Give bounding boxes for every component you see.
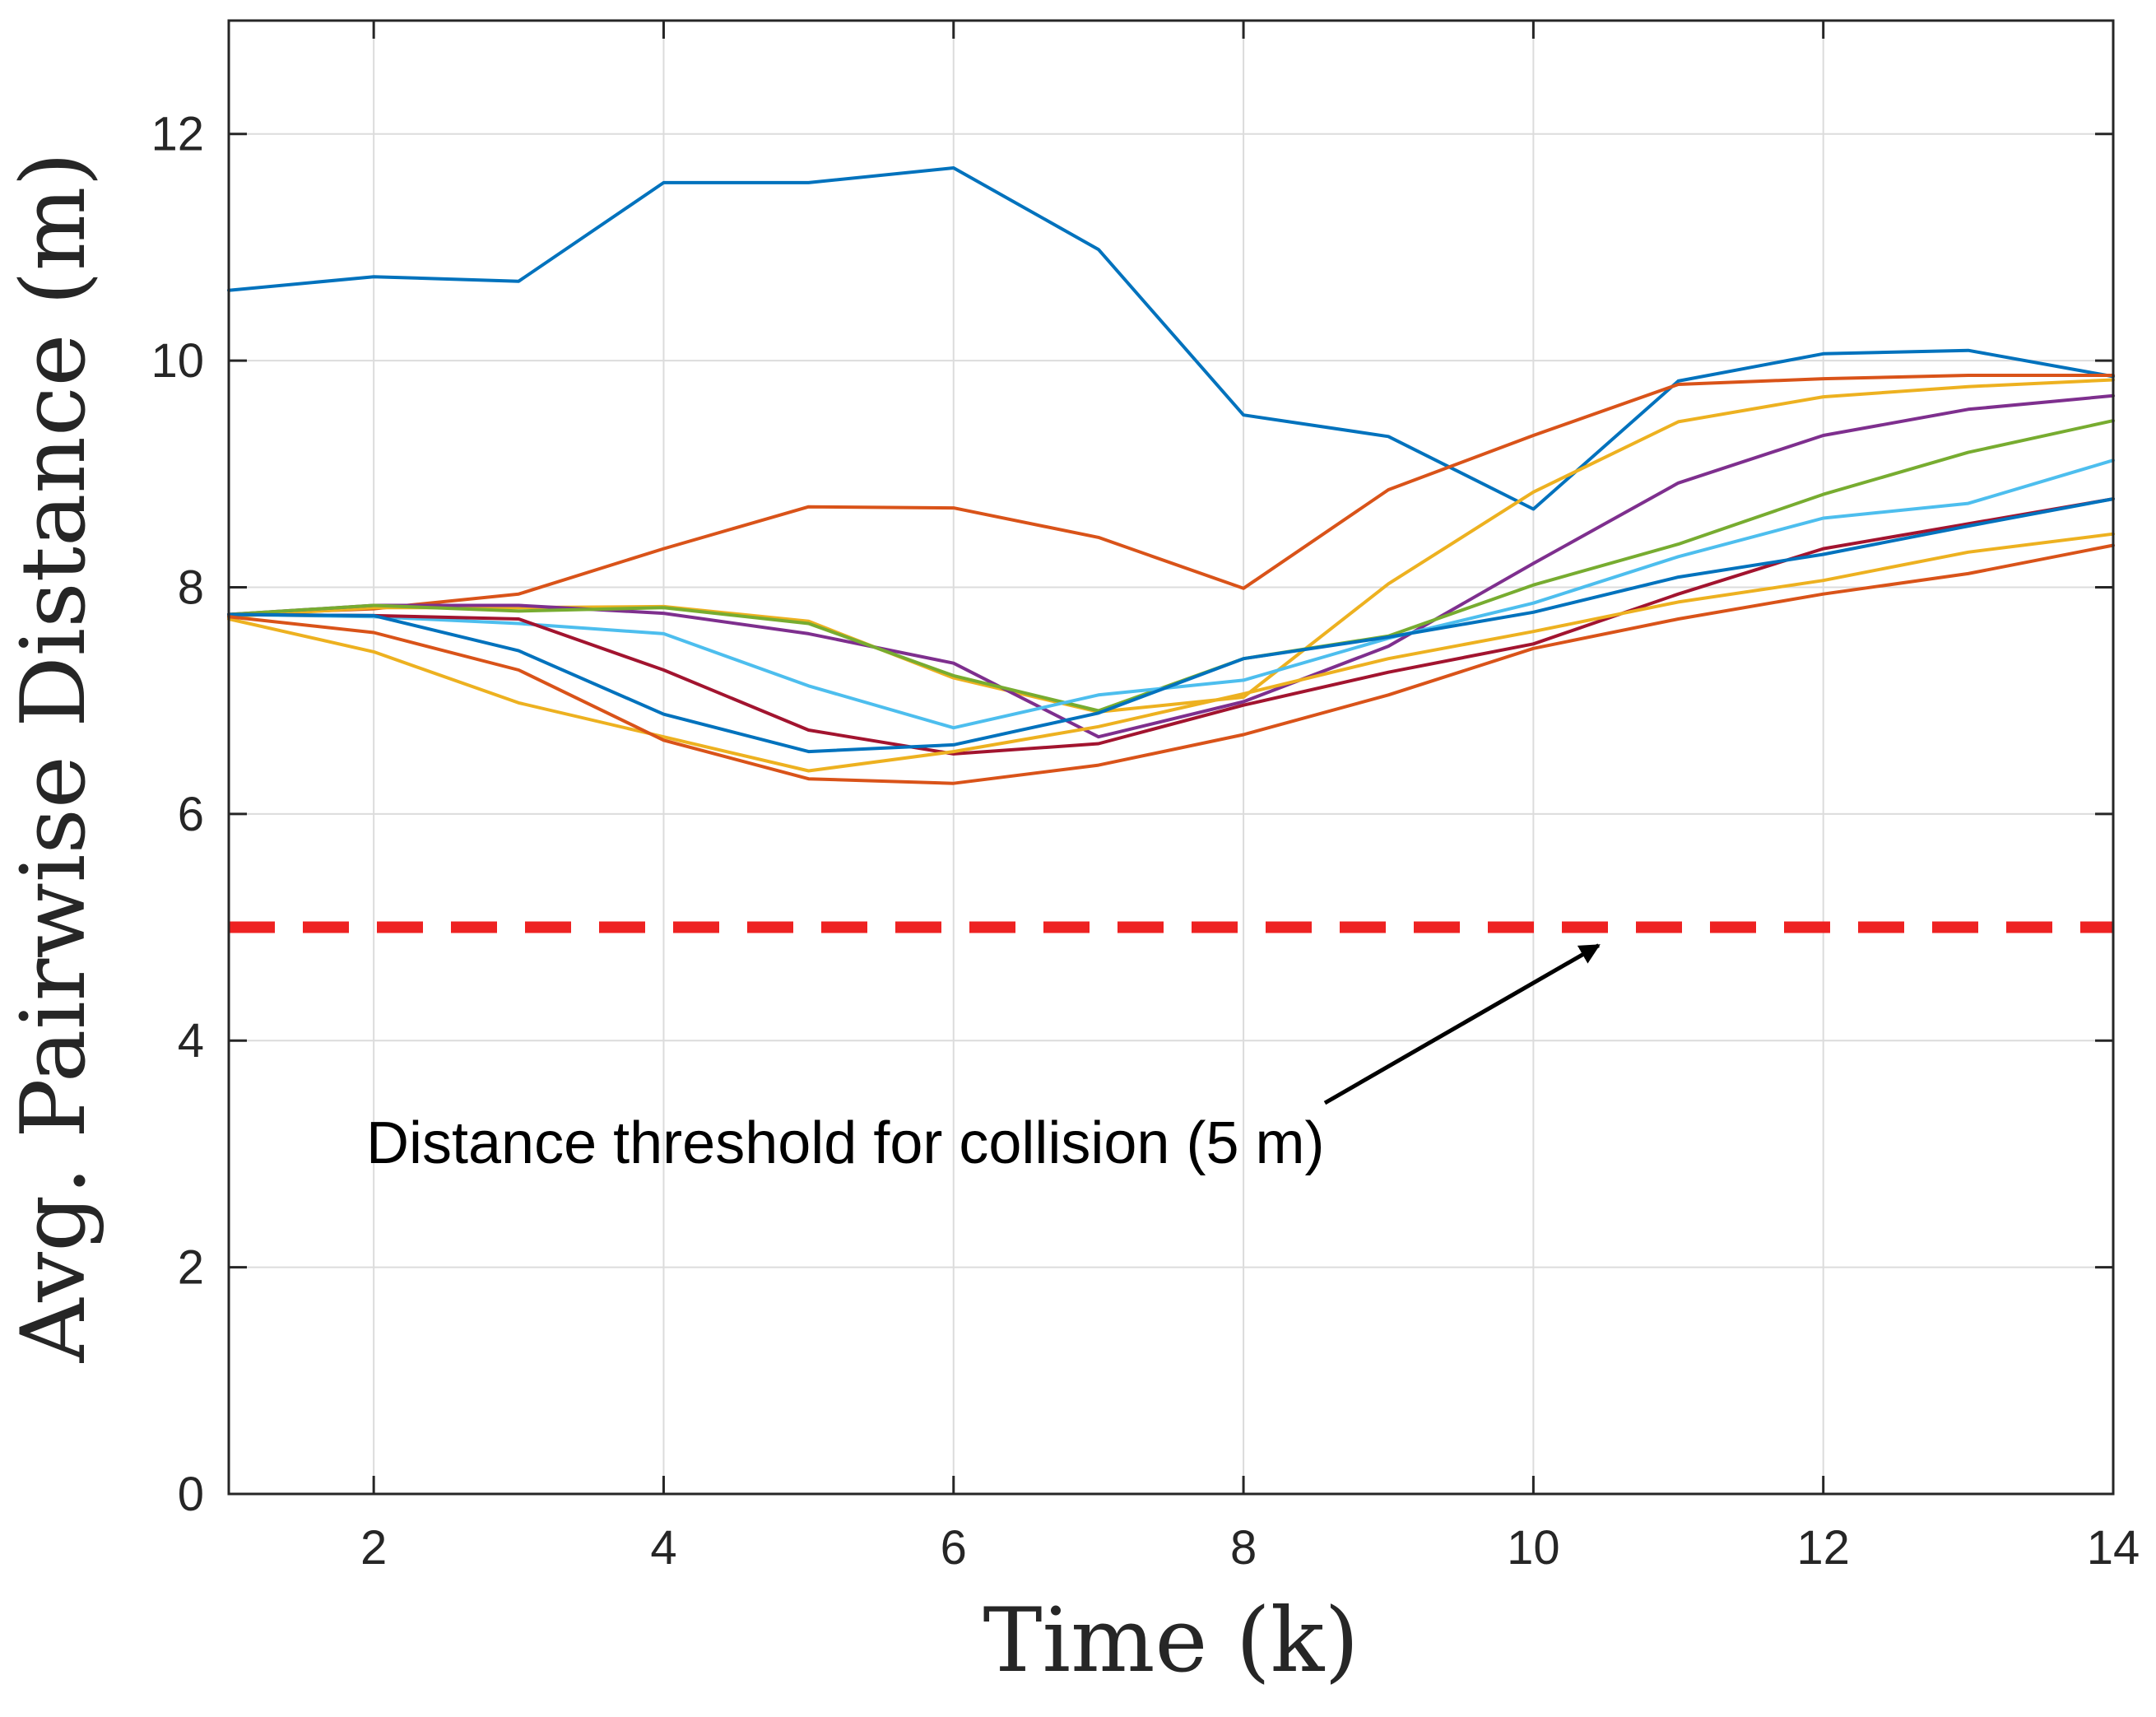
series-line-1 xyxy=(227,166,2115,511)
series-layer xyxy=(227,166,2115,785)
y-tick-label: 2 xyxy=(178,1241,204,1295)
y-tick-label: 4 xyxy=(178,1014,204,1068)
annotation-arrow xyxy=(1323,943,1601,1105)
x-tick-label: 14 xyxy=(2087,1521,2140,1575)
series-line-8 xyxy=(227,497,2115,754)
y-axis-label: Avg. Pairwise Distance (m) xyxy=(2,152,105,1364)
y-tick-label: 8 xyxy=(178,561,204,614)
series-line-4 xyxy=(227,393,2115,739)
annotation-layer: Distance threshold for collision (5 m) xyxy=(366,943,1601,1176)
x-axis-label: Time (k) xyxy=(983,1589,1359,1692)
plot-area-frame xyxy=(227,19,2115,1496)
x-tick-label: 8 xyxy=(1230,1521,1257,1575)
x-tick-label: 6 xyxy=(941,1521,967,1575)
x-tick-label: 2 xyxy=(360,1521,387,1575)
series-line-2 xyxy=(227,374,2115,617)
annotation-text: Distance threshold for collision (5 m) xyxy=(366,1110,1324,1176)
x-tick-label: 10 xyxy=(1507,1521,1560,1575)
ticks: 2 4 6 8 10 12 14 0 2 4 6 8 10 12 xyxy=(151,21,2140,1575)
y-tick-label: 10 xyxy=(151,334,204,388)
series-line-7 xyxy=(227,497,2115,756)
series-line-10 xyxy=(227,543,2115,785)
plot-background xyxy=(229,21,2113,1494)
y-tick-label: 12 xyxy=(151,108,204,161)
y-tick-label: 0 xyxy=(178,1468,204,1521)
x-tick-label: 4 xyxy=(650,1521,676,1575)
series-line-9 xyxy=(227,532,2115,773)
x-tick-label: 12 xyxy=(1796,1521,1850,1575)
y-tick-label: 6 xyxy=(178,788,204,841)
